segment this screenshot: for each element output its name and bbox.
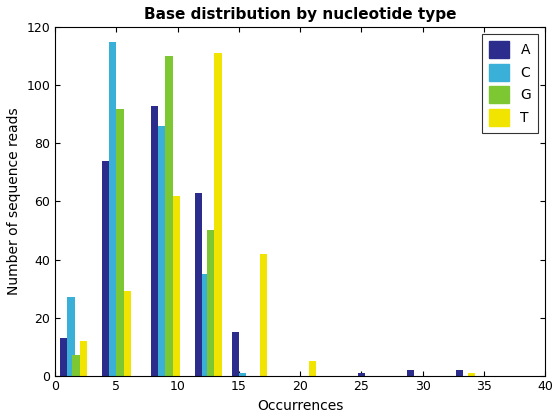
Bar	[165, 56, 173, 375]
Bar	[207, 231, 214, 375]
Bar	[358, 373, 365, 375]
Bar	[468, 373, 475, 375]
Bar	[72, 355, 80, 375]
Bar	[407, 370, 414, 375]
X-axis label: Occurrences: Occurrences	[257, 399, 343, 413]
Bar	[202, 274, 209, 375]
Bar	[68, 297, 75, 375]
Legend: A, C, G, T: A, C, G, T	[482, 34, 538, 133]
Y-axis label: Number of sequence reads: Number of sequence reads	[7, 108, 21, 295]
Bar	[239, 373, 246, 375]
Bar	[80, 341, 87, 375]
Bar	[102, 161, 109, 375]
Bar	[60, 338, 68, 375]
Bar	[124, 291, 131, 375]
Bar	[195, 193, 202, 375]
Bar	[158, 126, 165, 375]
Bar	[151, 106, 158, 375]
Bar	[456, 370, 463, 375]
Bar	[214, 53, 222, 375]
Bar	[309, 361, 316, 375]
Title: Base distribution by nucleotide type: Base distribution by nucleotide type	[144, 7, 456, 22]
Bar	[260, 254, 267, 375]
Bar	[173, 196, 180, 375]
Bar	[116, 108, 124, 375]
Bar	[109, 42, 116, 375]
Bar	[232, 332, 239, 375]
